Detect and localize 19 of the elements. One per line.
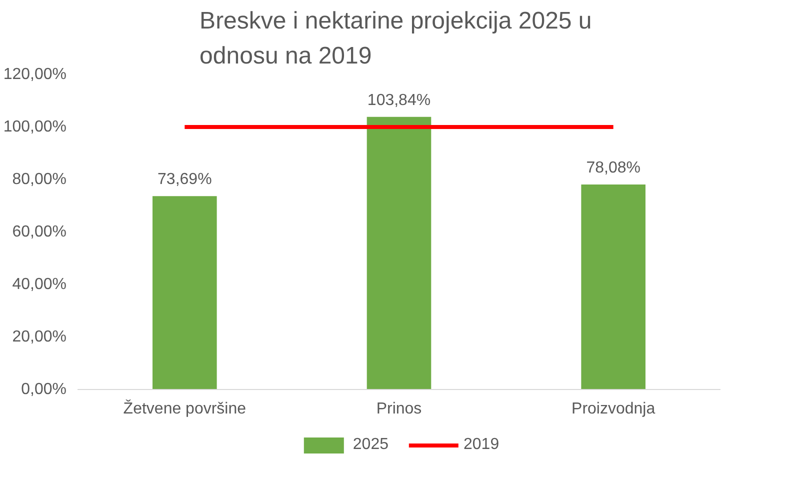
y-tick-label: 60,00% (12, 224, 66, 240)
legend-label: 2019 (464, 436, 500, 454)
y-tick-label: 20,00% (12, 328, 66, 346)
data-label: 103,84% (367, 92, 431, 109)
legend-label: 2025 (352, 436, 388, 454)
x-tick-label: Proizvodnja (572, 400, 656, 418)
bar (366, 116, 432, 390)
y-tick-label: 40,00% (12, 276, 66, 293)
data-label: 78,08% (586, 160, 640, 177)
y-tick-label: 80,00% (12, 171, 66, 188)
x-tick-label: Žetvene površine (123, 400, 246, 418)
chart-title: Breskve i nektarine projekcija 2025 u odnosu na 2019 (200, 7, 592, 70)
data-label: 73,69% (158, 171, 212, 188)
bar (581, 184, 646, 390)
x-tick-label: Prinos (376, 400, 422, 418)
bar (152, 196, 217, 390)
y-tick-label: 100,00% (3, 118, 67, 136)
y-tick-label: 0,00% (21, 381, 67, 398)
y-tick-label: 120,00% (3, 66, 67, 83)
